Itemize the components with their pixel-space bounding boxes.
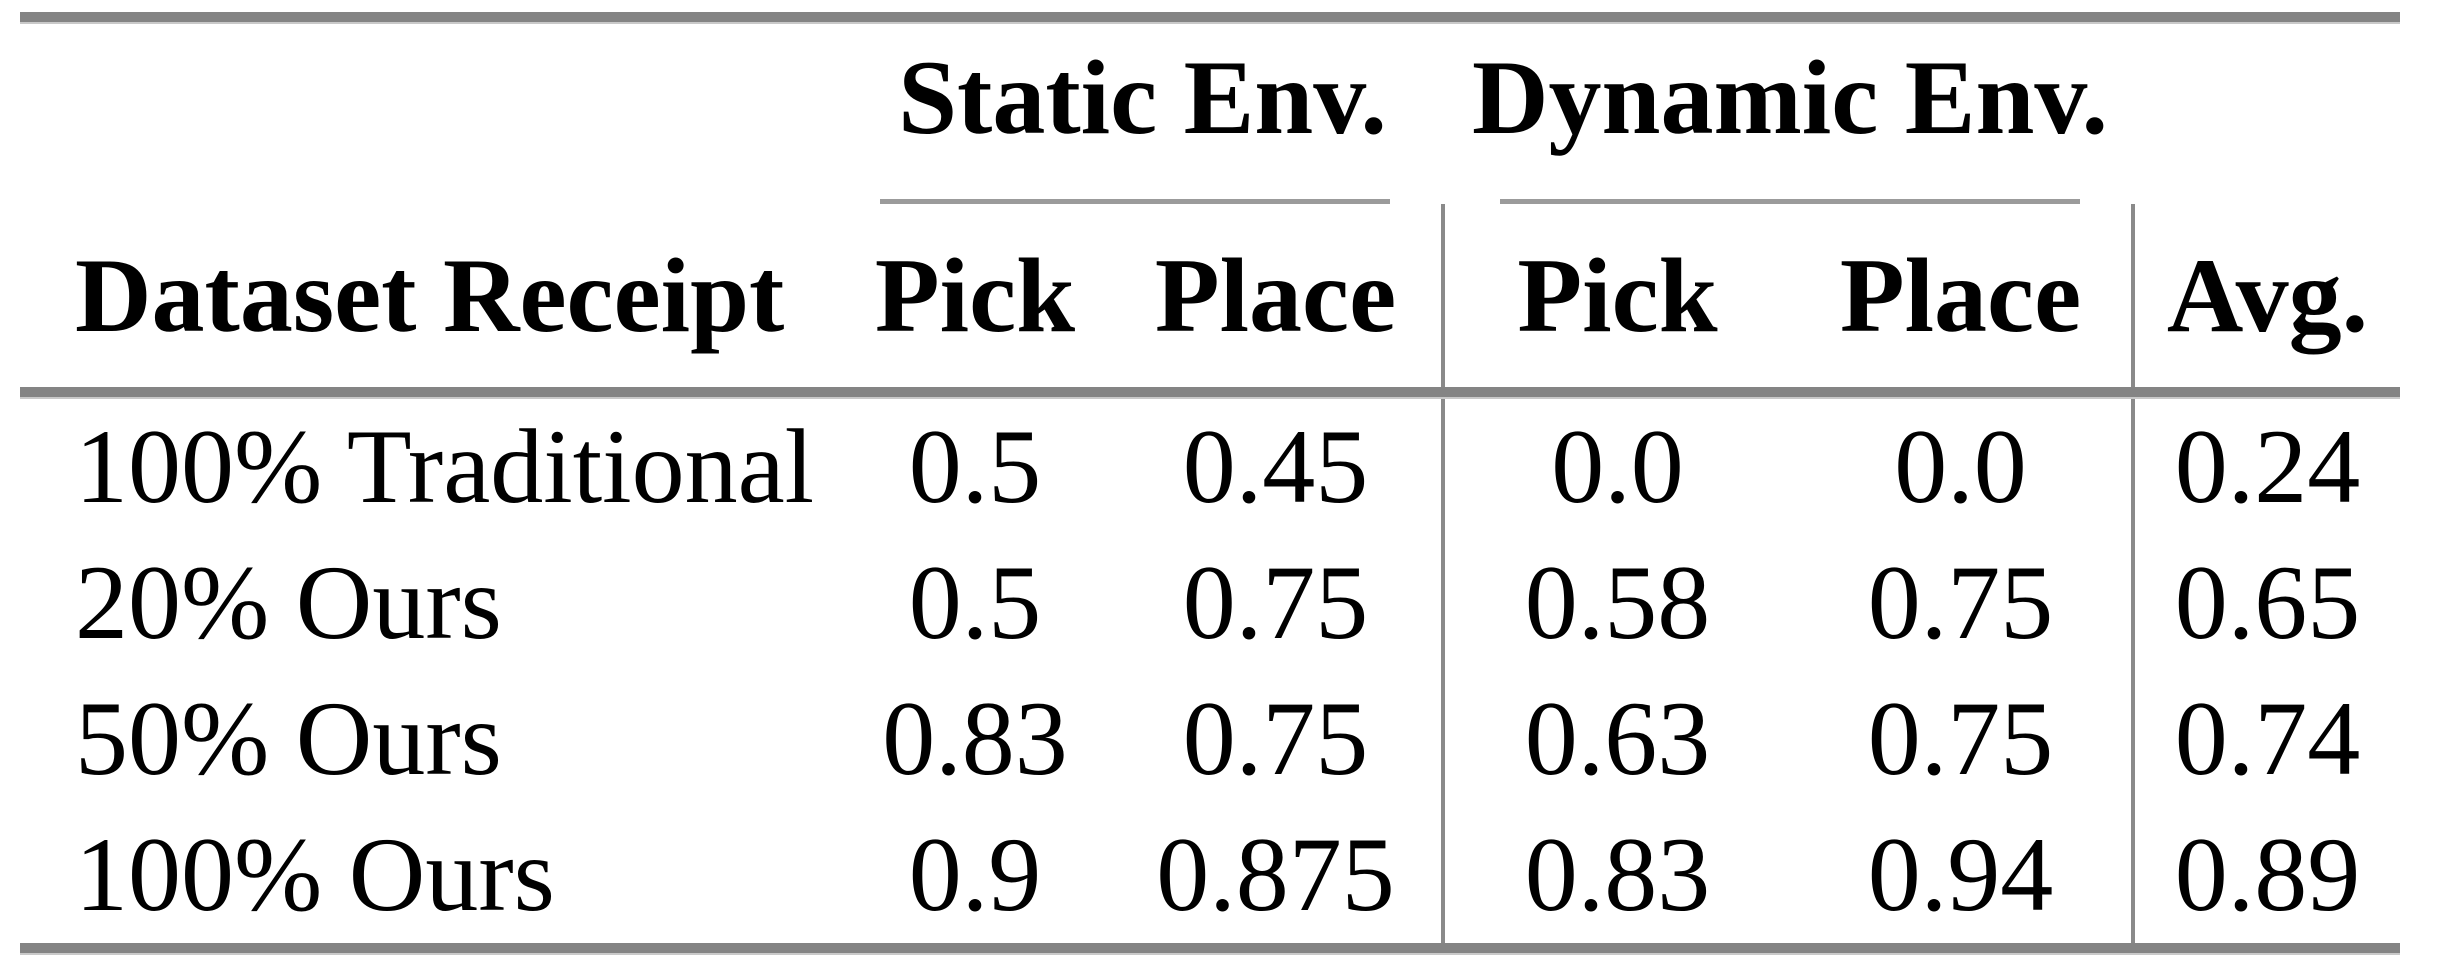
row-static-pick: 0.5 — [908, 544, 1042, 661]
row-static-place: 0.75 — [1110, 535, 1445, 671]
row-dynamic-pick: 0.83 — [1524, 816, 1711, 933]
dynamic-env-cmidrule — [1500, 199, 2080, 204]
table-top-rule — [20, 12, 2400, 24]
header-dynamic-pick: Pick — [1517, 236, 1718, 354]
group-header-dynamic-env: Dynamic Env. — [1445, 24, 2135, 204]
row-dataset-label: 20% Ours — [75, 544, 502, 661]
table-bottom-rule — [20, 943, 2400, 955]
row-static-pick: 0.9 — [908, 816, 1042, 933]
header-static-place: Place — [1110, 204, 1445, 387]
row-dynamic-pick: 0.0 — [1551, 408, 1684, 525]
results-table-grid: Static Env. Dynamic Env. Dataset Receipt… — [20, 12, 2420, 955]
static-env-cmidrule — [880, 199, 1390, 204]
row-static-pick: 0.5 — [908, 408, 1042, 525]
row-static-place: 0.45 — [1110, 399, 1445, 535]
row-avg: 0.65 — [2174, 544, 2361, 661]
row-dynamic-pick: 0.63 — [1524, 680, 1711, 797]
row-static-place: 0.875 — [1110, 807, 1445, 943]
table-header-rule — [20, 387, 2400, 399]
group-header-static-env: Static Env. — [840, 24, 1445, 204]
group-header-spacer-right — [2135, 24, 2400, 204]
row-avg: 0.74 — [2174, 680, 2361, 797]
header-dynamic-place: Place — [1790, 204, 2135, 387]
results-table: Static Env. Dynamic Env. Dataset Receipt… — [20, 12, 2420, 955]
header-dataset-receipt: Dataset Receipt — [75, 236, 785, 354]
row-dynamic-place: 0.75 — [1790, 535, 2135, 671]
row-dynamic-place: 0.0 — [1790, 399, 2135, 535]
row-dataset-label: 100% Ours — [75, 816, 555, 933]
row-dynamic-place: 0.94 — [1790, 807, 2135, 943]
group-label-dynamic-env: Dynamic Env. — [1471, 38, 2109, 156]
header-avg: Avg. — [2166, 236, 2369, 354]
row-static-place: 0.75 — [1110, 671, 1445, 807]
row-dataset-label: 50% Ours — [75, 680, 502, 797]
row-avg: 0.24 — [2174, 408, 2361, 525]
group-label-static-env: Static Env. — [898, 38, 1387, 156]
header-static-pick: Pick — [874, 236, 1076, 354]
group-header-spacer-left — [20, 24, 840, 204]
row-dynamic-place: 0.75 — [1790, 671, 2135, 807]
row-avg: 0.89 — [2174, 816, 2361, 933]
row-dataset-label: 100% Traditional — [75, 408, 815, 525]
row-dynamic-pick: 0.58 — [1524, 544, 1711, 661]
row-static-pick: 0.83 — [882, 680, 1068, 797]
